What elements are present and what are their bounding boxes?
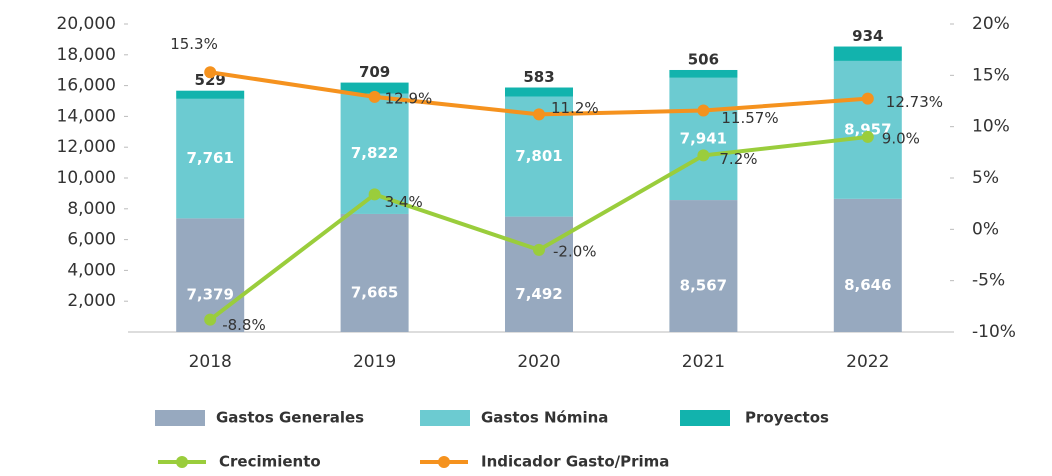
x-tick-label: 2022 (846, 352, 889, 372)
y-tick-label: 16,000 (57, 76, 116, 96)
line-point (861, 92, 874, 105)
data-label: 583 (523, 68, 554, 86)
data-label: 8,957 (844, 120, 891, 138)
line-point (697, 149, 710, 162)
y-tick-label: 18,000 (57, 45, 116, 65)
data-label: 7,822 (351, 144, 398, 162)
data-label: 709 (359, 63, 390, 81)
y2-tick-label: 0% (972, 219, 999, 239)
data-label: 934 (852, 27, 883, 45)
bar-segment (833, 60, 902, 199)
data-label: 529 (195, 71, 226, 89)
line-point (861, 130, 874, 143)
line-point (368, 188, 381, 201)
bar-segment (833, 198, 902, 332)
data-label: 506 (688, 50, 719, 68)
legend-label: Gastos Generales (216, 409, 364, 427)
y2-tick-label: 10% (972, 117, 1010, 137)
data-label: 7,801 (515, 147, 562, 165)
y-tick-label: 6,000 (67, 230, 116, 250)
y2-tick-label: 20% (972, 14, 1010, 34)
data-label: 12.9% (385, 89, 433, 107)
data-label: 7.2% (719, 150, 757, 168)
data-label: 7,379 (186, 286, 233, 304)
legend-label: Indicador Gasto/Prima (481, 453, 669, 471)
legend-dot (176, 456, 188, 468)
y2-tick-label: -5% (972, 271, 1005, 291)
data-label: 8,646 (844, 276, 891, 294)
data-label: 7,941 (680, 129, 727, 147)
data-label: 7,761 (186, 149, 233, 167)
data-label: 7,665 (351, 283, 398, 301)
data-label: 12.73% (886, 93, 943, 111)
legend-label: Proyectos (745, 409, 829, 427)
data-label: -2.0% (553, 242, 597, 260)
legend-dot (438, 456, 450, 468)
bar-segment (833, 46, 902, 61)
data-label: 9.0% (882, 129, 920, 147)
y-tick-label: 2,000 (67, 291, 116, 311)
data-label: -8.8% (222, 316, 266, 334)
x-tick-label: 2021 (682, 352, 725, 372)
bar-segment (176, 218, 245, 332)
line-point (204, 313, 217, 326)
line-point (368, 90, 381, 103)
bar-segment (176, 98, 245, 219)
bar-segment (340, 213, 409, 332)
y2-tick-label: 15% (972, 65, 1010, 85)
data-label: 8,567 (680, 277, 727, 295)
bar-segment (505, 87, 573, 97)
bar-segment (176, 90, 245, 99)
line-point (533, 108, 545, 121)
legend-label: Crecimiento (219, 453, 321, 471)
x-tick-label: 2020 (517, 352, 560, 372)
data-label: 11.57% (721, 109, 778, 127)
y-tick-label: 12,000 (57, 137, 116, 157)
legend-swatch (680, 410, 730, 426)
legend-swatch (155, 410, 205, 426)
line-point (204, 66, 217, 79)
data-label: 11.2% (551, 99, 599, 117)
y-tick-label: 20,000 (57, 14, 116, 34)
line-point (697, 104, 710, 117)
y-tick-label: 10,000 (57, 168, 116, 188)
y2-tick-label: 5% (972, 168, 999, 188)
y-tick-label: 14,000 (57, 106, 116, 126)
line-point (533, 243, 545, 256)
legend-swatch (420, 410, 470, 426)
y-tick-label: 8,000 (67, 199, 116, 219)
data-label: 7,492 (515, 285, 562, 303)
bar-segment (669, 77, 738, 201)
y2-tick-label: -10% (972, 322, 1016, 342)
bar-segment (669, 200, 738, 332)
x-tick-label: 2018 (189, 352, 232, 372)
y-tick-label: 4,000 (67, 260, 116, 280)
data-label: 15.3% (170, 35, 218, 53)
bar-segment (340, 82, 409, 94)
legend-label: Gastos Nómina (481, 409, 608, 427)
x-tick-label: 2019 (353, 352, 396, 372)
bar-segment (669, 69, 738, 78)
data-label: 3.4% (385, 193, 423, 211)
